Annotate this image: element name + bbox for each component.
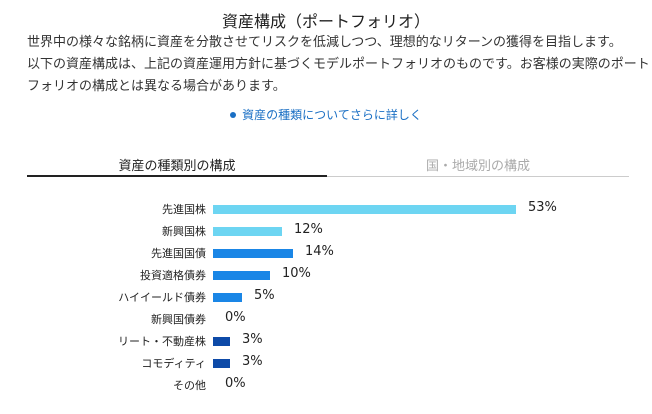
bar-value-label: 0% [225,376,246,391]
bar-value-label: 0% [225,310,246,325]
bar-label: コモディティ [141,357,206,370]
bar-label: 先進国株 [162,203,206,216]
asset-types-more-link[interactable]: 資産の種類についてさらに詳しく [0,106,652,123]
tab-active-underline [27,175,327,177]
bar-value-label: 12% [294,222,323,237]
description-line-2: 以下の資産構成は、上記の資産運用方針に基づくモデルポートフォリオのものです。お客… [27,57,650,72]
bar [213,336,230,346]
tab-region[interactable]: 国・地域別の構成 [425,159,530,174]
description-line-3: フォリオの構成とは異なる場合があります。 [27,79,286,94]
bar-label: その他 [173,379,206,392]
bar-value-label: 14% [305,244,334,259]
bar-label: 投資適格債券 [140,269,206,282]
page-title: 資産構成（ポートフォリオ） [221,12,430,31]
bullet-icon [230,111,237,118]
tab-divider [327,176,629,177]
bar-label: 先進国国債 [151,247,206,260]
bar-value-label: 5% [254,288,275,303]
tab-asset-type[interactable]: 資産の種類別の構成 [118,159,236,174]
bar [213,292,242,302]
bar-label: ハイイールド債券 [118,291,206,304]
description-line-1: 世界中の様々な銘柄に資産を分散させてリスクを低減しつつ、理想的なリターンの獲得を… [27,35,622,50]
bar-label: 新興国債券 [151,313,206,326]
more-link-label: 資産の種類についてさらに詳しく [242,108,422,122]
bar-value-label: 10% [282,266,311,281]
bar-value-label: 3% [242,354,263,369]
bar-label: リート・不動産株 [118,335,206,348]
bar [213,204,516,214]
bar-label: 新興国株 [162,225,206,238]
bar-value-label: 3% [242,332,263,347]
bar [213,270,270,280]
bar [213,358,230,368]
bar [213,226,282,236]
bar-value-label: 53% [528,200,557,215]
bar [213,248,293,258]
